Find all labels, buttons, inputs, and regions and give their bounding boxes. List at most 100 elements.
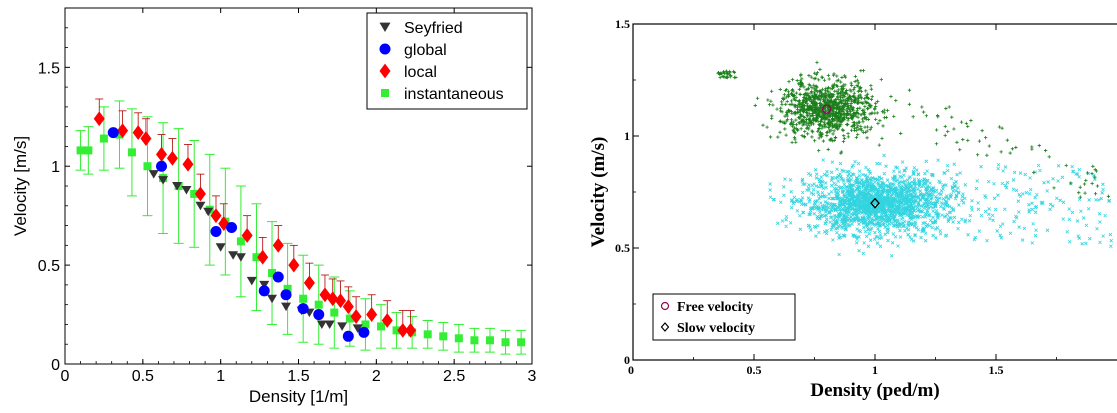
data-point xyxy=(115,130,124,139)
slow-point xyxy=(945,163,950,168)
data-point xyxy=(342,299,354,315)
slow-point xyxy=(876,181,880,185)
slow-point xyxy=(938,196,942,200)
free-point xyxy=(849,116,854,120)
free-point xyxy=(792,135,797,140)
slow-point xyxy=(847,169,851,174)
data-point xyxy=(454,334,463,343)
free-point xyxy=(761,123,765,127)
free-point xyxy=(821,98,826,102)
free-point xyxy=(807,73,811,78)
free-point xyxy=(843,101,847,106)
free-point xyxy=(841,117,845,121)
data-point xyxy=(172,182,183,191)
slow-point xyxy=(822,203,827,208)
slow-point xyxy=(811,192,816,197)
slow-point xyxy=(958,171,963,175)
slow-point xyxy=(783,177,787,181)
slow-point xyxy=(925,204,930,208)
free-point xyxy=(804,120,808,124)
free-point xyxy=(818,88,822,93)
free-point xyxy=(847,107,852,112)
free-point xyxy=(879,77,884,82)
slow-point xyxy=(875,222,879,226)
slow-point xyxy=(845,185,849,189)
slow-point xyxy=(1070,164,1074,169)
slow-point xyxy=(946,217,951,222)
slow-point xyxy=(837,203,841,208)
free-point xyxy=(780,110,784,114)
free-point xyxy=(798,79,802,83)
free-point xyxy=(1083,191,1087,195)
free-point xyxy=(841,128,845,132)
free-point xyxy=(853,74,858,79)
free-point xyxy=(849,81,853,85)
slow-point xyxy=(1077,167,1082,172)
slow-point xyxy=(939,201,944,205)
slow-point xyxy=(823,181,828,185)
slow-point xyxy=(1067,239,1072,244)
slow-point xyxy=(868,171,873,175)
free-point xyxy=(797,109,801,114)
free-point xyxy=(1043,148,1048,153)
free-point xyxy=(830,119,834,124)
slow-point xyxy=(953,184,957,188)
slow-point xyxy=(1033,205,1038,210)
slow-point xyxy=(815,223,820,228)
slow-point xyxy=(846,213,850,217)
data-point xyxy=(327,291,339,307)
free-point xyxy=(825,131,829,135)
free-point xyxy=(863,104,867,109)
free-point xyxy=(805,125,810,130)
slow-point xyxy=(832,213,837,218)
slow-point xyxy=(911,239,916,243)
free-point xyxy=(864,94,868,98)
data-point xyxy=(381,313,393,328)
free-point xyxy=(837,124,841,128)
free-point xyxy=(849,101,853,106)
data-point xyxy=(352,324,363,333)
slow-point xyxy=(1070,210,1075,215)
slow-point xyxy=(775,221,780,226)
slow-point xyxy=(768,195,773,200)
free-point xyxy=(843,94,847,99)
slow-point xyxy=(873,191,878,196)
slow-point xyxy=(869,226,874,230)
free-point xyxy=(794,122,799,127)
slow-point xyxy=(912,177,917,181)
slow-point xyxy=(819,207,824,212)
free-point xyxy=(961,137,965,142)
data-point xyxy=(283,284,292,293)
slow-point xyxy=(1022,226,1027,231)
slow-point xyxy=(821,158,826,162)
free-point xyxy=(794,110,798,114)
free-point xyxy=(829,137,833,141)
left-y-tick-label: 0 xyxy=(51,357,60,374)
free-point xyxy=(907,102,912,107)
slow-point xyxy=(866,217,871,221)
free-point xyxy=(847,94,852,98)
free-point xyxy=(850,83,854,88)
free-point xyxy=(797,87,802,92)
free-point xyxy=(864,101,868,105)
slow-point xyxy=(1014,215,1019,220)
free-point xyxy=(934,142,939,146)
slow-point xyxy=(840,190,845,195)
free-point xyxy=(836,116,841,121)
free-point xyxy=(977,139,982,143)
free-point xyxy=(842,74,847,78)
free-point xyxy=(718,75,722,80)
slow-point xyxy=(951,208,956,213)
free-point xyxy=(852,87,856,92)
slow-point xyxy=(1042,180,1046,185)
free-point xyxy=(859,68,863,73)
data-point xyxy=(182,156,194,172)
slow-point xyxy=(876,226,880,231)
slow-point xyxy=(1033,195,1037,200)
slow-point xyxy=(872,237,877,242)
slow-point xyxy=(912,194,917,198)
slow-point xyxy=(790,199,794,203)
slow-point xyxy=(818,210,822,215)
slow-point xyxy=(861,251,866,256)
slow-point xyxy=(976,201,980,205)
